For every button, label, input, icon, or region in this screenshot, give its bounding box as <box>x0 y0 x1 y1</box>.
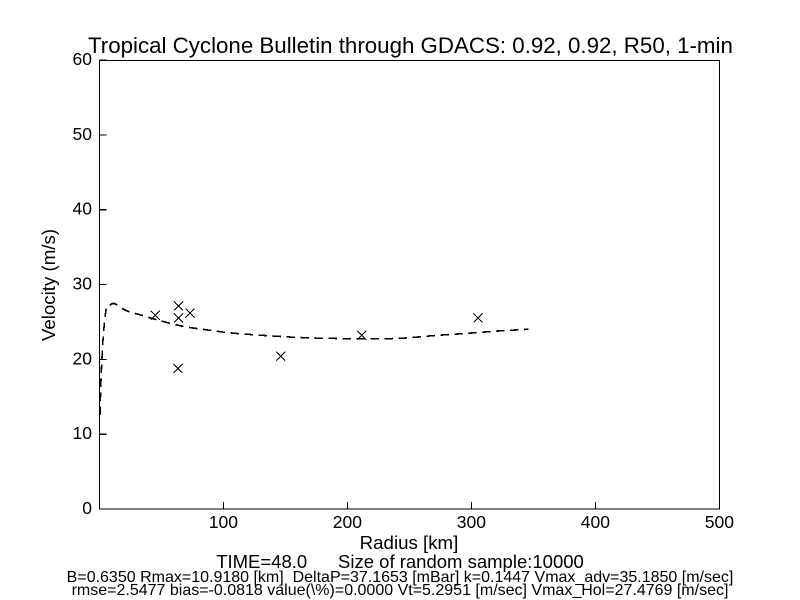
svg-text:Velocity (m/s): Velocity (m/s) <box>38 229 59 341</box>
svg-text:500: 500 <box>705 512 734 532</box>
svg-text:Tropical Cyclone Bulletin thro: Tropical Cyclone Bulletin through GDACS:… <box>88 33 733 58</box>
svg-text:rmse=2.5477 bias=-0.0818 value: rmse=2.5477 bias=-0.0818 value(\%)=0.000… <box>72 582 729 599</box>
svg-text:200: 200 <box>333 512 362 532</box>
svg-text:0: 0 <box>82 498 92 518</box>
svg-text:20: 20 <box>73 348 93 368</box>
svg-text:100: 100 <box>209 512 238 532</box>
svg-text:50: 50 <box>73 124 93 144</box>
svg-text:40: 40 <box>73 199 93 219</box>
svg-text:Radius [km]: Radius [km] <box>360 532 459 553</box>
svg-text:400: 400 <box>581 512 610 532</box>
svg-text:30: 30 <box>73 274 93 294</box>
svg-text:300: 300 <box>457 512 486 532</box>
svg-text:10: 10 <box>73 423 93 443</box>
